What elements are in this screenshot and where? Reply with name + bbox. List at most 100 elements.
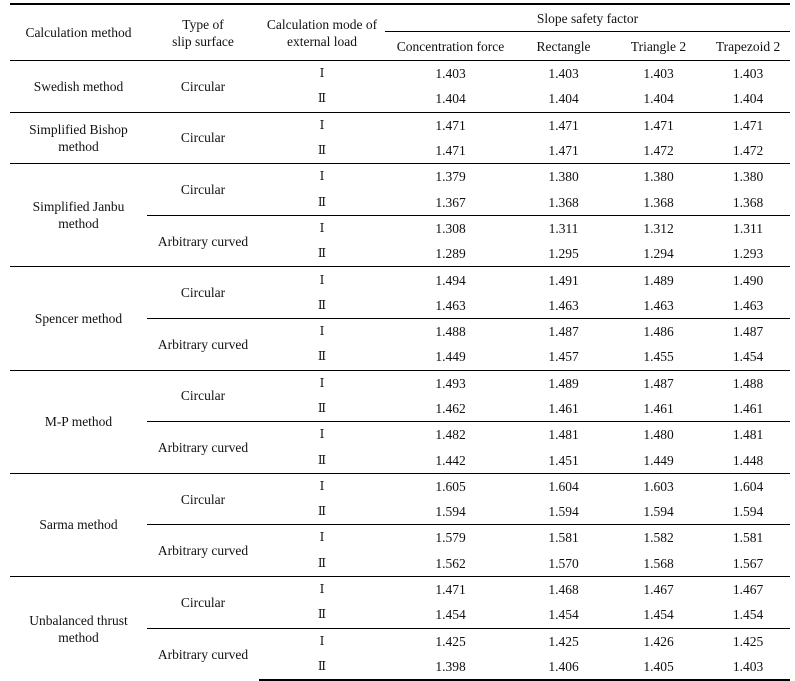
cell-safety-factor: 1.404 [643,91,674,107]
cell-safety-factor: 1.406 [516,653,611,681]
cell-safety-factor: 1.579 [385,524,516,551]
table-row: Ⅱ 1.449 1.457 1.455 1.454 [10,344,790,370]
cell-load-mode: Ⅱ [317,349,327,364]
header-slope-safety-factor: Slope safety factor [385,4,791,32]
header-col-trapezoid-2: Trapezoid 2 [706,31,791,61]
cell-safety-factor: 1.487 [706,317,791,345]
cell-safety-factor: 1.311 [706,214,791,242]
cell-load-mode: Ⅰ [259,214,385,242]
cell-safety-factor: 1.425 [706,627,791,654]
cell-safety-factor: 1.482 [385,421,516,448]
cell-safety-factor: 1.289 [435,246,466,262]
cell-safety-factor: 1.403 [385,60,516,87]
cell-safety-factor: 1.380 [706,163,791,190]
table-row: Spencer method Circular Ⅰ 1.494 1.491 1.489 1.… [10,266,791,371]
cell-load-mode: Ⅱ [317,452,327,467]
cell-safety-factor: 1.404 [548,91,579,107]
cell-safety-factor: 1.293 [732,246,764,262]
header-calculation-method: Calculation method [10,4,147,61]
cell-safety-factor: 1.472 [732,143,764,159]
cell-slip-surface: Arbitrary curved [147,627,259,681]
header-slip-surface: Type of slip surface [147,4,259,61]
cell-safety-factor: 1.462 [435,401,466,416]
cell-safety-factor: 1.454 [643,607,674,623]
table-row: Simplified Janbu method Circular Ⅰ 1.379 1.3… [10,163,791,267]
cell-safety-factor: 1.468 [516,575,611,603]
cell-safety-factor: 1.594 [548,504,579,520]
cell-safety-factor: 1.605 [385,472,516,500]
cell-safety-factor: 1.467 [706,575,791,603]
table-row: M-P method Circular Ⅰ 1.493 1.489 1.487 1.488 [10,369,791,474]
cell-calculation-method: M-P method [10,369,147,474]
cell-safety-factor: 1.455 [643,349,674,365]
table-row: Arbitrary curved Ⅰ 1.482 1.481 1.480 1.481 [10,421,791,474]
cell-safety-factor: 1.404 [732,91,764,107]
cell-safety-factor: 1.449 [643,452,674,468]
cell-safety-factor: 1.461 [548,401,579,416]
cell-safety-factor: 1.463 [643,297,674,313]
cell-safety-factor: 1.426 [611,627,706,654]
table-row: Ⅱ 1.404 1.404 1.404 1.404 [10,86,790,112]
cell-safety-factor: 1.380 [516,163,611,190]
cell-safety-factor: 1.404 [435,91,466,107]
cell-safety-factor: 1.454 [732,349,764,365]
cell-safety-factor: 1.451 [548,452,579,468]
cell-calculation-method: Swedish method [10,60,147,113]
cell-load-mode: Ⅱ [317,504,327,519]
cell-safety-factor: 1.486 [611,317,706,345]
cell-safety-factor: 1.448 [732,452,764,468]
cell-load-mode: Ⅱ [317,246,327,261]
table-row: Arbitrary curved Ⅰ 1.425 1.425 1.426 1.425 [10,627,791,681]
cell-safety-factor: 1.481 [706,421,791,448]
cell-slip-surface: Arbitrary curved [147,317,259,371]
table-row: Ⅱ 1.471 1.471 1.472 1.472 [10,138,790,164]
cell-safety-factor: 1.457 [548,349,579,365]
cell-load-mode: Ⅱ [317,143,327,158]
cell-load-mode: Ⅰ [259,317,385,345]
cell-safety-factor: 1.311 [516,214,611,242]
table-row: Arbitrary curved Ⅰ 1.308 1.311 1.312 1.311 [10,214,791,267]
cell-load-mode: Ⅰ [259,111,385,138]
cell-slip-surface: Circular [147,472,259,525]
cell-safety-factor: 1.454 [435,607,466,623]
table-body: Swedish method Circular Ⅰ 1.403 1.403 1.403 1.… [10,60,791,681]
table-row: Sarma method Circular Ⅰ 1.605 1.604 1.603 1.60… [10,472,791,577]
table-row: Arbitrary curved Ⅰ 1.579 1.581 1.582 1.581 [10,524,791,577]
cell-safety-factor: 1.294 [643,246,674,262]
cell-safety-factor: 1.471 [611,111,706,138]
cell-safety-factor: 1.380 [611,163,706,190]
cell-load-mode: Ⅰ [259,60,385,87]
cell-safety-factor: 1.367 [435,194,466,210]
cell-calculation-method: Simplified Janbu method [10,163,147,267]
slope-safety-table: Calculation method Type of slip surface … [10,3,791,681]
cell-load-mode: Ⅱ [317,297,327,312]
cell-safety-factor: 1.471 [548,143,579,159]
cell-safety-factor: 1.471 [706,111,791,138]
cell-safety-factor: 1.480 [611,421,706,448]
cell-safety-factor: 1.379 [385,163,516,190]
cell-safety-factor: 1.398 [385,653,516,681]
cell-safety-factor: 1.425 [385,627,516,654]
cell-slip-surface: Circular [147,60,259,113]
cell-safety-factor: 1.489 [611,266,706,293]
cell-safety-factor: 1.594 [435,504,466,520]
table-row: Ⅱ 1.562 1.570 1.568 1.567 [10,551,790,577]
cell-slip-surface: Circular [147,163,259,216]
cell-safety-factor: 1.471 [385,575,516,603]
cell-load-mode: Ⅰ [259,524,385,551]
cell-safety-factor: 1.568 [643,555,674,571]
table-header: Calculation method Type of slip surface … [10,4,791,61]
cell-safety-factor: 1.490 [706,266,791,293]
table-row: Swedish method Circular Ⅰ 1.403 1.403 1.403 1.… [10,60,791,113]
table-row: Ⅱ 1.594 1.594 1.594 1.594 [10,499,790,525]
cell-safety-factor: 1.461 [643,401,674,416]
cell-safety-factor: 1.489 [516,369,611,396]
cell-safety-factor: 1.442 [435,452,466,468]
cell-safety-factor: 1.594 [643,504,674,520]
cell-slip-surface: Arbitrary curved [147,214,259,267]
cell-safety-factor: 1.570 [548,555,579,571]
header-col-triangle-2: Triangle 2 [611,31,706,61]
cell-slip-surface: Arbitrary curved [147,421,259,474]
cell-load-mode: Ⅱ [317,91,327,106]
